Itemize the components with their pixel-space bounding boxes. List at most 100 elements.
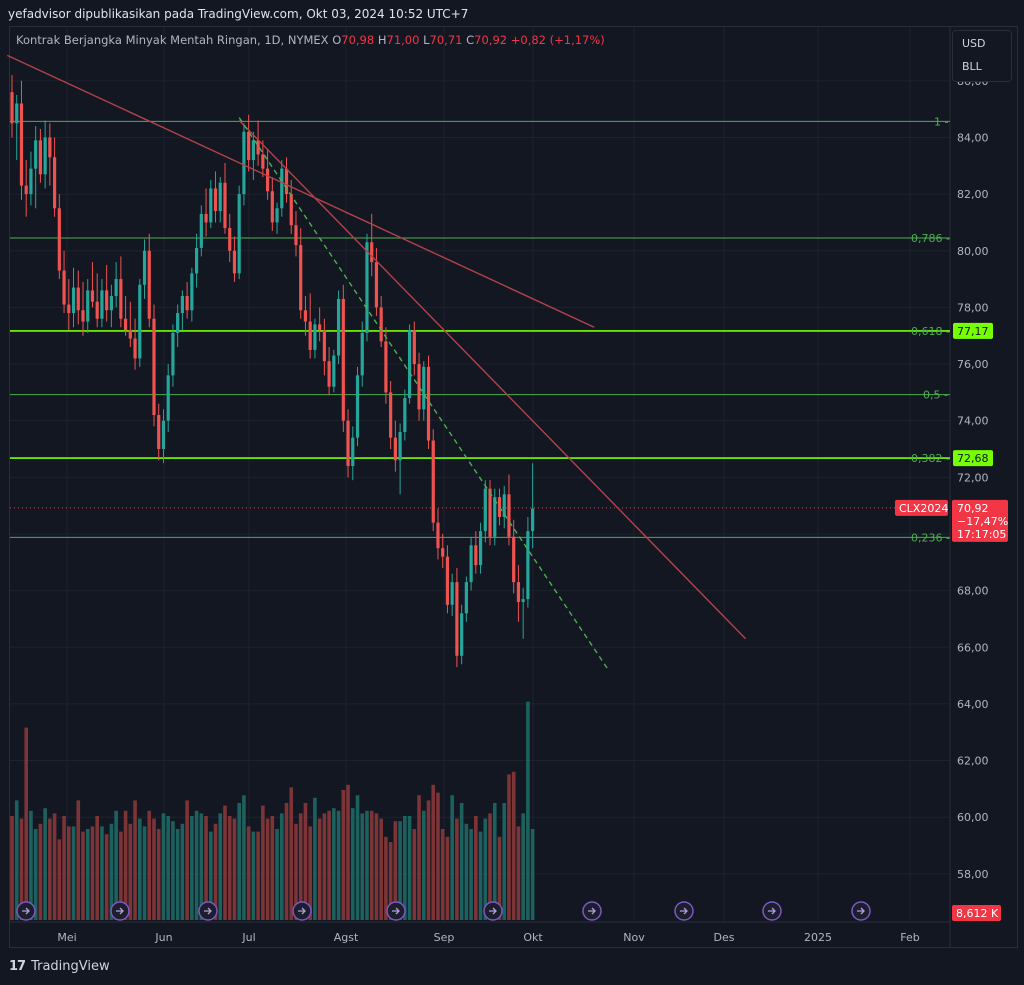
- candles: [10, 75, 535, 668]
- candle-body: [478, 531, 483, 566]
- volume-bar: [346, 784, 350, 920]
- candle-body: [185, 296, 189, 311]
- unit-label: BLL: [962, 60, 982, 73]
- volume-bar: [24, 727, 28, 920]
- candle-body: [313, 324, 317, 350]
- time-axis[interactable]: Mei Jun Jul Agst Sep Okt Nov Des 2025 Feb: [57, 931, 919, 944]
- event-arrow-icon: [116, 907, 124, 915]
- time-tick-label: 2025: [804, 931, 832, 944]
- candle-body: [128, 330, 132, 339]
- candle-body: [398, 432, 402, 461]
- currency-unit-button[interactable]: USD BLL: [952, 30, 1012, 82]
- volume-bar: [483, 818, 488, 920]
- candle-body: [422, 366, 426, 410]
- high-value: 71,00: [386, 33, 420, 47]
- candle-body: [105, 290, 109, 311]
- candle-body: [360, 332, 364, 376]
- volume-bar: [171, 821, 175, 920]
- volume-bar: [279, 813, 284, 920]
- trendline[interactable]: [238, 119, 747, 640]
- symbol-title: Kontrak Berjangka Minyak Mentah Ringan, …: [16, 33, 329, 47]
- price-tick-label: 76,00: [957, 358, 989, 371]
- trendlines[interactable]: [6, 54, 747, 671]
- candle-body: [71, 287, 76, 314]
- candle-body: [521, 599, 525, 602]
- candle-body: [247, 131, 251, 161]
- candle-body: [294, 225, 298, 246]
- fib-level-label: 0,786 -: [911, 232, 950, 245]
- volume-bar: [43, 808, 47, 920]
- fib-level-label: 0,236 -: [911, 531, 950, 544]
- candle-body: [86, 290, 90, 322]
- volume-bar: [100, 826, 104, 920]
- candle-body: [152, 318, 156, 416]
- volume-bar: [199, 813, 204, 920]
- volume-bar: [497, 836, 502, 920]
- volume-bar: [38, 823, 43, 920]
- candle-body: [431, 440, 435, 523]
- candle-body: [445, 556, 450, 605]
- volume-bar: [436, 792, 440, 920]
- volume-bar: [62, 816, 66, 920]
- fibonacci-levels[interactable]: 1 - 0,786 - 0,618 - 77,17 0,5 - 0,382 - 72,68 0…: [10, 115, 993, 544]
- price-tick-label: 82,00: [957, 188, 989, 201]
- candle-body: [336, 298, 341, 356]
- volume-bars: [10, 701, 535, 920]
- volume-bar: [327, 810, 331, 920]
- candle-body: [62, 270, 66, 305]
- candle-body: [379, 307, 383, 342]
- candle-body: [166, 375, 170, 421]
- volume-bar: [147, 810, 152, 920]
- candle-body: [332, 355, 336, 387]
- candle-body: [142, 250, 147, 285]
- low-value: 70,71: [429, 33, 463, 47]
- candle-body: [10, 92, 14, 124]
- candle-body: [223, 182, 227, 229]
- volume-bar: [488, 813, 492, 920]
- price-tick-label: 60,00: [957, 811, 989, 824]
- volume-bar: [190, 816, 194, 920]
- volume-bar: [474, 816, 478, 920]
- price-tick-label: 78,00: [957, 301, 989, 314]
- last-price-label: 70,92: [957, 502, 989, 515]
- close-label: C: [466, 33, 475, 47]
- volume-bar: [246, 826, 251, 920]
- volume-tag-label: 8,612 K: [956, 907, 999, 920]
- candle-body: [100, 290, 104, 319]
- candle-body: [15, 103, 19, 124]
- candle-body: [322, 330, 326, 362]
- volume-bar: [384, 836, 388, 920]
- event-arrow-icon: [857, 907, 865, 915]
- dashed-trendline[interactable]: [238, 117, 609, 671]
- volume-bar: [511, 771, 516, 920]
- candle-body: [38, 140, 42, 175]
- candle-body: [303, 310, 308, 322]
- price-axis[interactable]: 86,0084,0082,0080,0078,0076,0074,0072,00…: [957, 75, 989, 881]
- candle-body: [161, 420, 166, 450]
- candle-body: [114, 279, 118, 297]
- volume-bar: [407, 816, 412, 920]
- volume-bar: [48, 818, 52, 920]
- tradingview-logo[interactable]: 17 TradingView: [9, 959, 110, 974]
- volume-bar: [213, 823, 218, 920]
- candle-body: [48, 137, 52, 158]
- trendline[interactable]: [6, 54, 595, 328]
- candle-body: [280, 168, 284, 209]
- event-arrow-icon: [204, 907, 212, 915]
- price-tick-label: 66,00: [957, 641, 989, 654]
- time-tick-label: Feb: [900, 931, 919, 944]
- candle-body: [228, 228, 232, 251]
- candle-body: [341, 298, 345, 421]
- candle-body: [284, 168, 289, 195]
- candle-body: [67, 304, 71, 314]
- price-tags: CLX2024 70,92−17,47%17:17:05 8,612 K: [895, 499, 1008, 921]
- fib-price-tag-label: 77,17: [957, 325, 989, 338]
- volume-bar: [133, 800, 137, 920]
- fib-level-label: 0,382 -: [911, 452, 950, 465]
- last-price-tag: [952, 499, 1008, 542]
- volume-bar: [398, 821, 402, 920]
- candle-body: [24, 185, 28, 195]
- low-label: L: [423, 33, 430, 47]
- event-markers[interactable]: [16, 901, 871, 921]
